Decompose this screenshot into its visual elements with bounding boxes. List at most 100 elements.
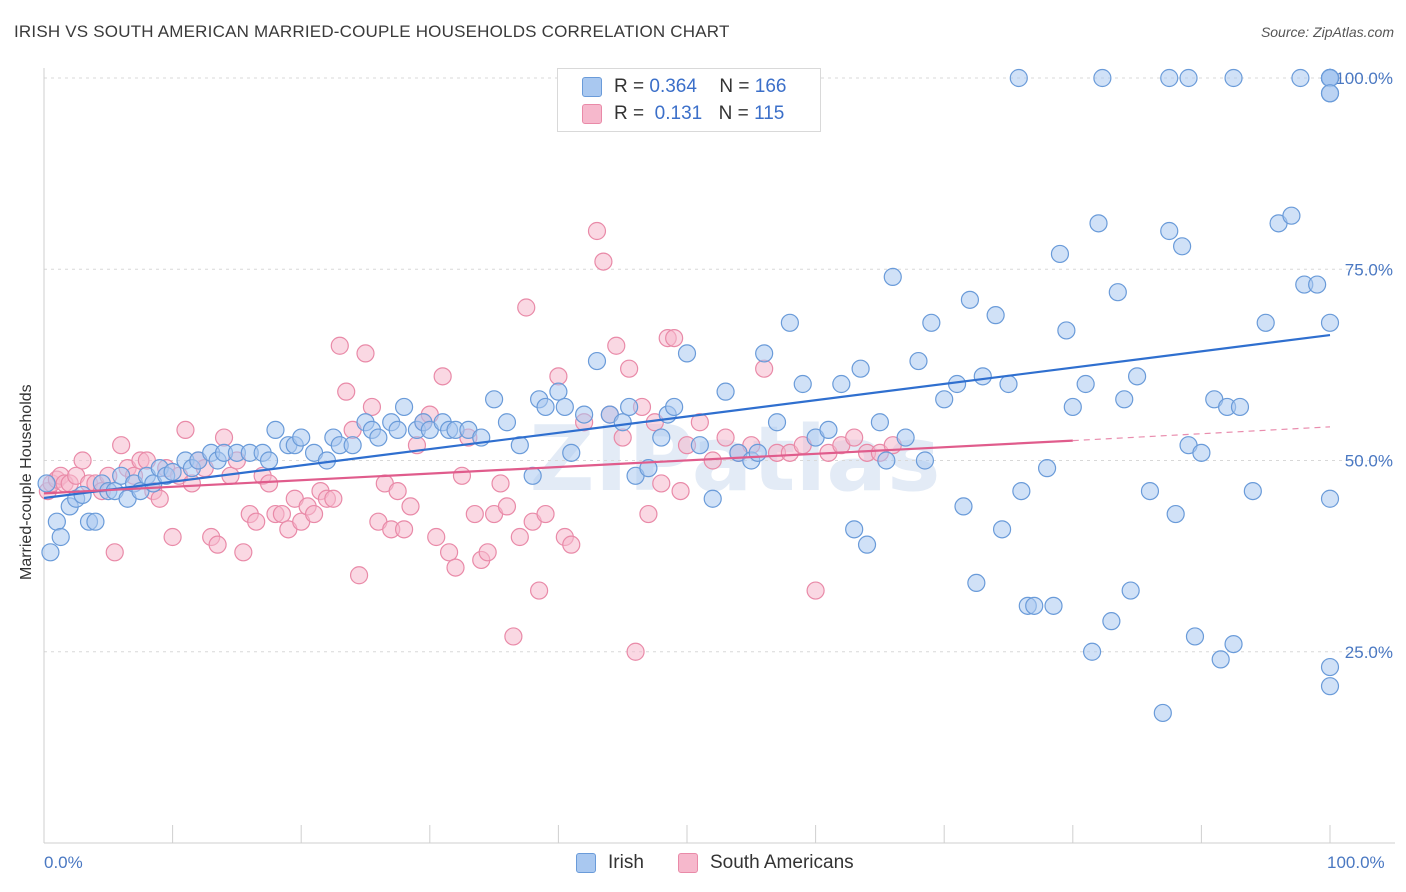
irish-point	[37, 474, 56, 493]
y-tick-label: 100.0%	[1335, 69, 1393, 88]
irish-point	[1192, 443, 1211, 462]
south-americans-point	[465, 504, 484, 524]
irish-point	[986, 306, 1005, 325]
legend-row-irish: R = 0.364 N = 166	[582, 76, 786, 98]
south-americans-point	[587, 221, 607, 241]
irish-point	[1160, 68, 1179, 88]
irish-point	[1140, 482, 1160, 501]
irish-point	[1256, 313, 1275, 332]
south-americans-point	[362, 397, 382, 417]
legend-r-value: 0.131	[654, 103, 703, 124]
stats-legend: R = 0.364 N = 166 R = 0.131 N = 115	[557, 68, 821, 132]
irish-point	[1108, 283, 1127, 302]
irish-point	[41, 543, 60, 562]
irish-point	[999, 374, 1018, 394]
south-americans-point	[73, 451, 92, 470]
irish-point	[1224, 68, 1243, 88]
south-americans-point	[755, 359, 774, 378]
south-americans-point	[112, 436, 131, 455]
south-americans-point	[594, 252, 613, 271]
irish-point	[266, 420, 285, 439]
irish-point	[1025, 596, 1044, 615]
x-tick-label-min: 0.0%	[44, 853, 83, 872]
south-americans-point	[150, 489, 169, 508]
irish-point	[1076, 374, 1095, 394]
irish-point	[639, 459, 658, 478]
series-legend-irish[interactable]: Irish	[576, 852, 644, 874]
south-americans-point	[613, 428, 632, 447]
south-americans-point	[394, 520, 414, 539]
irish-point	[967, 573, 986, 593]
irish-point	[922, 313, 941, 332]
irish-point	[992, 520, 1012, 539]
south-americans-point	[806, 581, 825, 600]
south-americans-point	[845, 428, 864, 447]
irish-point	[259, 451, 279, 470]
irish-point	[915, 451, 935, 470]
irish-point	[1320, 489, 1340, 508]
south-americans-point	[304, 504, 324, 524]
source-label: Source: ZipAtlas.com	[1260, 24, 1394, 40]
irish-point	[896, 428, 915, 447]
irish-point	[369, 428, 388, 447]
south-americans-point	[433, 367, 452, 386]
south-americans-point	[530, 581, 549, 600]
south-americans-point	[607, 336, 626, 355]
irish-point	[819, 420, 838, 439]
irish-point	[47, 512, 66, 531]
irish-point	[755, 344, 774, 363]
south-americans-point	[703, 451, 722, 470]
irish-point	[973, 367, 992, 386]
y-tick-label: 25.0%	[1345, 643, 1393, 662]
irish-point	[1230, 397, 1250, 417]
irish-point	[1044, 596, 1063, 615]
irish-point	[575, 405, 594, 424]
south-americans-point	[510, 527, 529, 547]
irish-point	[1082, 642, 1102, 661]
irish-point	[652, 428, 671, 447]
series-legend-south-americans[interactable]: South Americans	[678, 852, 854, 874]
legend-row-south-americans: R = 0.131 N = 115	[582, 103, 784, 125]
irish-point	[877, 451, 896, 470]
irish-point	[832, 374, 851, 394]
irish-point	[51, 527, 70, 547]
south-americans-point	[452, 466, 472, 485]
irish-point	[1320, 657, 1340, 677]
irish-point	[690, 436, 709, 455]
irish-point	[1173, 237, 1192, 256]
irish-point	[86, 512, 105, 531]
south-americans-trend-line	[43, 439, 1073, 495]
south-americans-point	[504, 627, 523, 646]
south-americans-point	[259, 474, 279, 493]
irish-point	[1308, 275, 1327, 294]
irish-point	[1009, 68, 1028, 88]
south-americans-point	[690, 413, 709, 432]
irish-point	[1320, 677, 1340, 696]
south-americans-point	[549, 367, 568, 386]
legend-n-value: 166	[754, 76, 787, 97]
irish-point	[767, 413, 787, 432]
south-americans-trend-extension	[1072, 426, 1331, 442]
x-tick-label-max: 100.0%	[1327, 853, 1385, 872]
y-tick-label: 50.0%	[1345, 452, 1393, 471]
legend-n-value: 115	[754, 103, 785, 124]
irish-point	[1320, 84, 1340, 103]
irish-point	[1185, 627, 1205, 646]
irish-point	[1115, 390, 1134, 409]
south-americans-point	[214, 428, 234, 447]
south-americans-point	[639, 504, 658, 524]
south-americans-point	[356, 344, 375, 363]
irish-point	[1166, 504, 1185, 524]
south-americans-point	[671, 482, 690, 501]
south-americans-point	[163, 527, 182, 547]
irish-point	[857, 535, 877, 554]
south-americans-point	[272, 504, 292, 524]
irish-point	[851, 359, 870, 378]
irish-point	[613, 413, 632, 432]
south-americans-point	[401, 497, 420, 516]
south-americans-point	[247, 512, 266, 531]
irish-point	[1291, 68, 1310, 88]
irish-point	[1050, 244, 1070, 264]
south-americans-point	[536, 504, 555, 524]
